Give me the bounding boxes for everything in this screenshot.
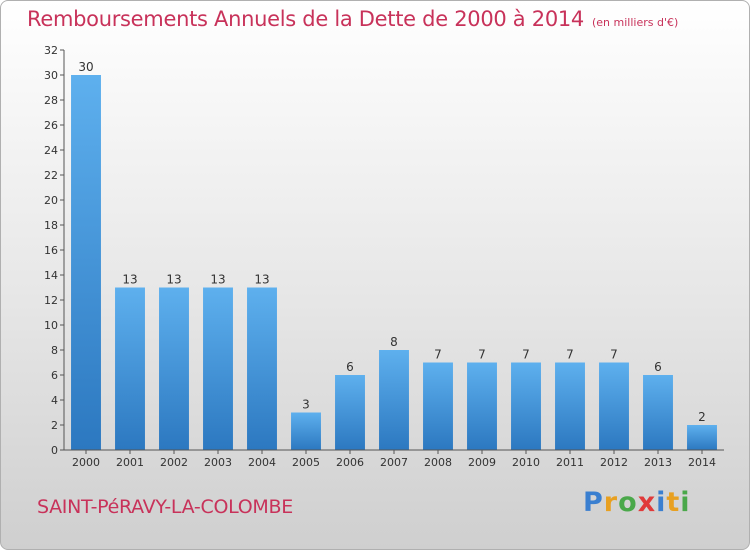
bar-2013 (643, 375, 673, 450)
bar-2009 (467, 362, 497, 450)
logo-letter: o (618, 487, 638, 518)
bar-value-label: 7 (434, 348, 442, 362)
y-tick-label: 14 (44, 269, 58, 282)
y-tick-label: 0 (51, 444, 58, 457)
x-tick-label: 2012 (600, 456, 628, 469)
y-tick-label: 8 (51, 344, 58, 357)
y-tick-label: 2 (51, 419, 58, 432)
bar-value-label: 6 (654, 360, 662, 374)
logo-letter: x (637, 487, 657, 518)
x-axis: 2000 2001 2002 2003 2004 2005 2006 2007 2008 2009… (64, 449, 724, 469)
x-tick-label: 2001 (116, 456, 144, 469)
y-tick-label: 20 (44, 194, 58, 207)
bar-2002 (159, 287, 189, 450)
y-tick-label: 24 (44, 144, 58, 157)
bars: 30 13 13 13 13 3 6 8 7 7 7 7 7 6 2 (71, 60, 717, 450)
x-tick-label: 2013 (644, 456, 672, 469)
y-tick-label: 4 (51, 394, 58, 407)
y-tick-label: 16 (44, 244, 58, 257)
x-tick-label: 2009 (468, 456, 496, 469)
bar-2004 (247, 287, 277, 450)
x-tick-label: 2002 (160, 456, 188, 469)
logo-letter: r (603, 487, 619, 518)
x-tick-label: 2003 (204, 456, 232, 469)
x-tick-label: 2008 (424, 456, 452, 469)
logo-letter: i (656, 487, 667, 518)
bar-value-label: 13 (210, 273, 225, 287)
bar-value-label: 6 (346, 360, 354, 374)
x-tick-label: 2000 (72, 456, 100, 469)
bar-2006 (335, 375, 365, 450)
bar-value-label: 8 (390, 335, 398, 349)
bar-value-label: 7 (522, 348, 530, 362)
bar-value-label: 3 (302, 398, 310, 412)
proxiti-logo: Proxiti (583, 487, 691, 518)
bar-2008 (423, 362, 453, 450)
x-tick-label: 2006 (336, 456, 364, 469)
logo-letter: i (680, 487, 691, 518)
bar-value-label: 7 (566, 348, 574, 362)
x-tick-label: 2014 (688, 456, 716, 469)
bar-2007 (379, 350, 409, 450)
y-tick-label: 22 (44, 169, 58, 182)
bar-value-label: 7 (610, 348, 618, 362)
x-tick-label: 2004 (248, 456, 276, 469)
bar-value-label: 30 (78, 60, 93, 74)
bar-2001 (115, 287, 145, 450)
bar-2014 (687, 425, 717, 450)
bar-2011 (555, 362, 585, 450)
town-name: SAINT-PéRAVY-LA-COLOMBE (37, 496, 293, 518)
bar-value-label: 7 (478, 348, 486, 362)
logo-letter: t (666, 487, 681, 518)
bar-value-label: 2 (698, 410, 706, 424)
bar-2012 (599, 362, 629, 450)
x-tick-label: 2005 (292, 456, 320, 469)
bar-2003 (203, 287, 233, 450)
bar-value-label: 13 (254, 273, 269, 287)
x-tick-label: 2007 (380, 456, 408, 469)
y-tick-label: 28 (44, 94, 58, 107)
y-tick-label: 30 (44, 69, 58, 82)
chart-unit: (en milliers d'€) (592, 16, 679, 29)
bar-2000 (71, 75, 101, 450)
x-tick-label: 2010 (512, 456, 540, 469)
chart-title-text: Remboursements Annuels de la Dette de 20… (27, 7, 584, 31)
chart-title: Remboursements Annuels de la Dette de 20… (27, 7, 678, 31)
bar-value-label: 13 (166, 273, 181, 287)
bar-2010 (511, 362, 541, 450)
logo-letter: P (583, 487, 604, 518)
y-tick-label: 6 (51, 369, 58, 382)
y-tick-label: 26 (44, 119, 58, 132)
bar-value-label: 13 (122, 273, 137, 287)
bar-2005 (291, 412, 321, 450)
x-tick-label: 2011 (556, 456, 584, 469)
y-tick-label: 10 (44, 319, 58, 332)
y-tick-label: 18 (44, 219, 58, 232)
y-tick-label: 32 (44, 44, 58, 57)
y-tick-label: 12 (44, 294, 58, 307)
